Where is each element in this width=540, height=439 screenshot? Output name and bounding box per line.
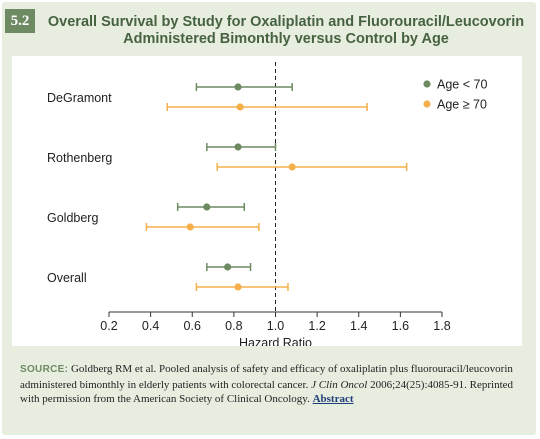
x-tick-label-6: 1.4 — [350, 319, 367, 333]
point-s0-degramont — [234, 83, 242, 91]
abstract-link[interactable]: Abstract — [312, 393, 354, 405]
legend-marker-1 — [423, 100, 431, 108]
category-label-rothenberg: Rothenberg — [47, 151, 112, 165]
x-tick-label-5: 1.2 — [308, 319, 325, 333]
point-s0-rothenberg — [234, 143, 242, 151]
x-tick-label-3: 0.8 — [225, 319, 242, 333]
chart-panel: 0.2 0.4 0.6 0.8 1.0 1.2 1.4 1.6 1.8 Hazard Ratio D… — [12, 56, 522, 346]
figure-title-line-2: Administered Bimonthly versus Control by… — [123, 31, 449, 47]
point-s0-overall — [224, 263, 232, 271]
point-s1-degramont — [236, 103, 244, 111]
x-tick-label-1: 0.4 — [142, 319, 159, 333]
x-tick-label-0: 0.2 — [100, 319, 117, 333]
figure-title-line-1: Overall Survival by Study for Oxaliplati… — [47, 14, 525, 30]
point-s1-overall — [234, 283, 242, 291]
x-tick-label-7: 1.6 — [392, 319, 409, 333]
figure-frame: 5.2 Overall Survival by Study for Oxalip… — [2, 2, 536, 435]
category-label-overall: Overall — [47, 271, 87, 285]
source-citation: 2006;24(25):4085-91. Reprinted with perm… — [20, 378, 514, 406]
source-text: Goldberg RM et al. Pooled analysis of sa… — [20, 363, 513, 391]
figure-title: Overall Survival by Study for Oxaliplati… — [42, 14, 530, 48]
category-label-goldberg: Goldberg — [47, 211, 98, 225]
point-s1-rothenberg — [288, 163, 296, 171]
source-label: SOURCE: — [20, 364, 69, 375]
legend-label-0: Age < 70 — [437, 78, 487, 92]
category-label-degramont: DeGramont — [47, 91, 112, 105]
point-s1-goldberg — [186, 223, 194, 231]
source-journal: J Clin Oncol — [311, 378, 368, 391]
legend-marker-0 — [423, 80, 431, 88]
legend-label-1: Age ≥ 70 — [437, 98, 487, 112]
forest-plot: 0.2 0.4 0.6 0.8 1.0 1.2 1.4 1.6 1.8 Hazard Ratio D… — [47, 62, 487, 346]
x-axis-label: Hazard Ratio — [239, 336, 312, 346]
point-s0-goldberg — [203, 203, 211, 211]
x-tick-label-4: 1.0 — [267, 319, 284, 333]
x-tick-label-8: 1.8 — [433, 319, 450, 333]
x-tick-label-2: 0.6 — [184, 319, 201, 333]
source-note: SOURCE: Goldberg RM et al. Pooled analys… — [20, 362, 526, 407]
figure-number-badge: 5.2 — [5, 9, 35, 33]
